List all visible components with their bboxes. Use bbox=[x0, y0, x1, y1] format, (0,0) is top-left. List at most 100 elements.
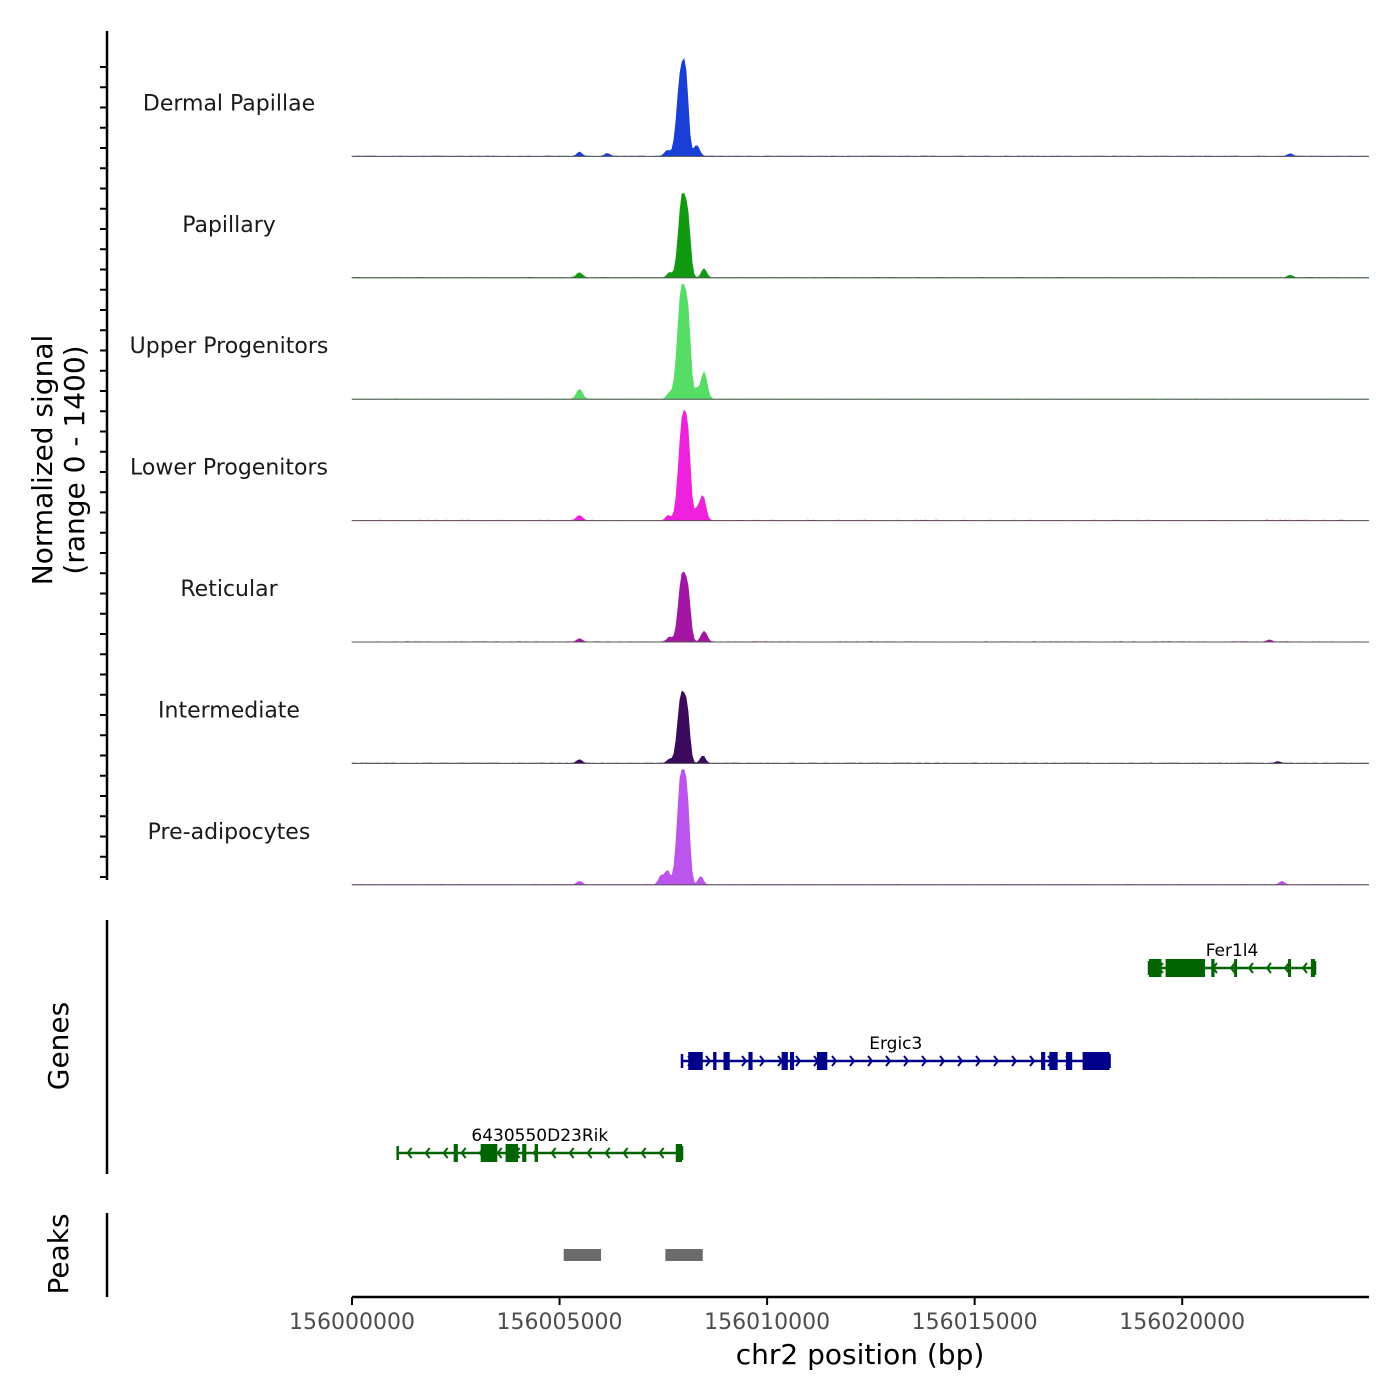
track-label: Lower Progenitors bbox=[130, 456, 328, 481]
peak-region bbox=[665, 1249, 703, 1261]
signal-track: Upper Progenitors bbox=[130, 283, 1369, 400]
strand-arrow bbox=[867, 1055, 874, 1067]
strand-arrow bbox=[993, 1055, 1000, 1067]
track-label: Intermediate bbox=[158, 698, 300, 723]
exon-block bbox=[1165, 959, 1206, 977]
exon-block bbox=[688, 1052, 703, 1070]
strand-arrow bbox=[406, 1147, 413, 1159]
exon-block bbox=[713, 1052, 717, 1070]
strand-arrow bbox=[442, 1147, 449, 1159]
signal-area bbox=[351, 192, 1369, 279]
x-axis-label: chr2 position (bp) bbox=[736, 1338, 985, 1371]
exon-block bbox=[480, 1144, 498, 1162]
exon-block bbox=[781, 1052, 788, 1070]
strand-arrow bbox=[586, 1147, 593, 1159]
signal-y-label-line2: (range 0 - 1400) bbox=[58, 345, 91, 574]
signal-area bbox=[351, 690, 1370, 764]
gene-name: Ergic3 bbox=[869, 1034, 922, 1054]
strand-arrow bbox=[1011, 1055, 1018, 1067]
gene-name: Fer1l4 bbox=[1206, 941, 1259, 961]
strand-arrow bbox=[1029, 1055, 1036, 1067]
track-label: Dermal Papillae bbox=[143, 91, 315, 116]
exon-block bbox=[816, 1052, 828, 1070]
strand-arrow bbox=[975, 1055, 982, 1067]
strand-arrow bbox=[1301, 962, 1308, 974]
strand-arrow bbox=[957, 1055, 964, 1067]
strand-arrow bbox=[759, 1055, 766, 1067]
strand-arrow bbox=[903, 1055, 910, 1067]
exon-block bbox=[1310, 959, 1316, 977]
x-tick-label: 156015000 bbox=[912, 1310, 1038, 1335]
genes-panel-label: Genes bbox=[42, 1002, 75, 1090]
strand-arrow bbox=[460, 1147, 467, 1159]
exon-block bbox=[453, 1144, 458, 1162]
strand-arrow bbox=[550, 1147, 557, 1159]
signal-area bbox=[351, 57, 1369, 157]
strand-arrow bbox=[568, 1147, 575, 1159]
strand-arrow bbox=[921, 1055, 928, 1067]
exon-block bbox=[1234, 959, 1238, 977]
exon-block bbox=[1041, 1052, 1046, 1070]
strand-arrow bbox=[1229, 962, 1236, 974]
gene-model: Fer1l4 bbox=[1147, 941, 1317, 977]
exon-block bbox=[1082, 1052, 1110, 1070]
signal-area bbox=[351, 283, 1369, 400]
strand-arrow bbox=[658, 1147, 665, 1159]
strand-arrow bbox=[831, 1055, 838, 1067]
strand-arrow bbox=[1265, 962, 1272, 974]
track-label: Reticular bbox=[180, 577, 278, 602]
signal-track: Pre-adipocytes bbox=[148, 769, 1369, 886]
signal-area bbox=[351, 769, 1369, 886]
x-tick-label: 156010000 bbox=[704, 1310, 830, 1335]
signal-y-axis bbox=[100, 31, 109, 880]
gene-model: Ergic3 bbox=[680, 1034, 1111, 1070]
signal-y-label-line1: Normalized signal bbox=[26, 335, 59, 586]
exon-block bbox=[1288, 959, 1292, 977]
strand-arrow bbox=[885, 1055, 892, 1067]
strand-arrow bbox=[741, 1055, 748, 1067]
exon-block bbox=[1049, 1052, 1058, 1070]
signal-area bbox=[351, 409, 1370, 522]
exon-block bbox=[675, 1144, 683, 1162]
strand-arrow bbox=[604, 1147, 611, 1159]
exon-block bbox=[748, 1052, 753, 1070]
gene-model: 6430550D23Rik bbox=[396, 1126, 684, 1162]
signal-track: Lower Progenitors bbox=[130, 409, 1370, 522]
exon-block bbox=[534, 1144, 538, 1162]
strand-arrow bbox=[795, 1055, 802, 1067]
track-label: Pre-adipocytes bbox=[148, 820, 311, 845]
signal-track: Intermediate bbox=[158, 690, 1370, 764]
exon-block bbox=[522, 1144, 527, 1162]
signal-track: Dermal Papillae bbox=[143, 57, 1369, 157]
gene-models: Fer1l4 Ergic3 6430550D23Rik bbox=[396, 941, 1317, 1162]
exon-block bbox=[789, 1052, 795, 1070]
peak-regions bbox=[563, 1249, 703, 1261]
exon-block bbox=[1148, 959, 1162, 977]
exon-block bbox=[505, 1144, 519, 1162]
strand-arrow bbox=[1247, 962, 1254, 974]
x-axis: 156000000 156005000 156010000 156015000 1560… bbox=[289, 1295, 1369, 1335]
signal-track: Reticular bbox=[180, 571, 1369, 643]
track-label: Upper Progenitors bbox=[130, 334, 329, 359]
peaks-panel-label: Peaks bbox=[42, 1213, 75, 1294]
strand-arrow bbox=[939, 1055, 946, 1067]
signal-track: Papillary bbox=[182, 192, 1369, 279]
strand-arrow bbox=[496, 1147, 503, 1159]
exon-block bbox=[723, 1052, 730, 1070]
strand-arrow bbox=[622, 1147, 629, 1159]
exon-block bbox=[1211, 959, 1215, 977]
strand-arrow bbox=[1283, 962, 1290, 974]
x-tick-label: 156020000 bbox=[1119, 1310, 1245, 1335]
strand-arrow bbox=[424, 1147, 431, 1159]
signal-area bbox=[351, 571, 1369, 643]
track-label: Papillary bbox=[182, 213, 276, 238]
x-tick-label: 156000000 bbox=[289, 1310, 415, 1335]
strand-arrow bbox=[705, 1055, 712, 1067]
exon-block bbox=[1065, 1052, 1073, 1070]
peak-region bbox=[563, 1249, 602, 1261]
strand-arrow bbox=[640, 1147, 647, 1159]
gene-name: 6430550D23Rik bbox=[471, 1126, 608, 1146]
strand-arrow bbox=[849, 1055, 856, 1067]
x-tick-label: 156005000 bbox=[497, 1310, 623, 1335]
